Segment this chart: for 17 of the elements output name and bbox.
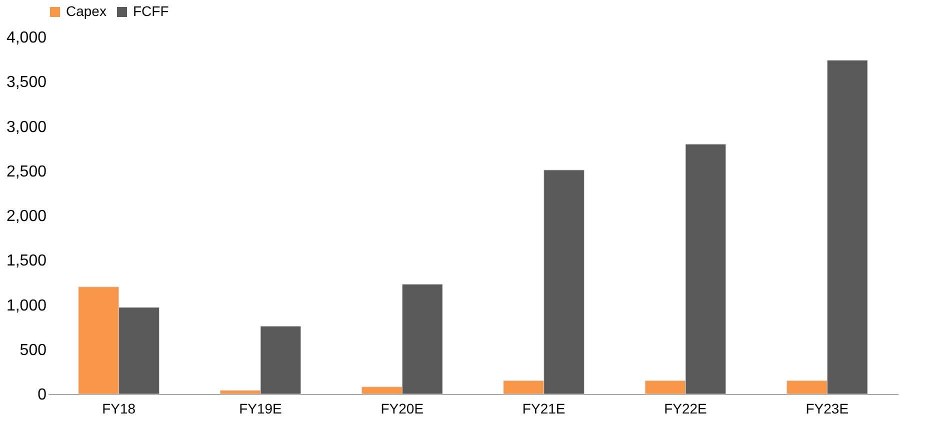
y-tick-label: 4,000 <box>6 30 47 46</box>
y-tick-label: 1,000 <box>6 297 47 314</box>
y-tick-label: 2,500 <box>6 163 47 180</box>
y-tick-label: 2,000 <box>6 208 47 225</box>
y-tick-label: 1,500 <box>6 252 47 270</box>
x-tick-label: FY19E <box>239 400 282 416</box>
x-tick-label: FY20E <box>380 400 424 416</box>
legend-label: Capex <box>66 3 106 19</box>
x-tick-label: FY22E <box>664 400 707 416</box>
x-tick-label: FY18 <box>102 400 136 416</box>
x-tick-label: FY21E <box>522 400 566 416</box>
y-tick-label: 3,500 <box>6 74 47 92</box>
y-tick-label: 0 <box>38 386 47 404</box>
y-tick-label: 500 <box>20 342 47 359</box>
x-tick-label: FY23E <box>806 400 849 416</box>
y-tick-label: 3,000 <box>6 118 47 136</box>
legend-label: FCFF <box>133 3 169 19</box>
